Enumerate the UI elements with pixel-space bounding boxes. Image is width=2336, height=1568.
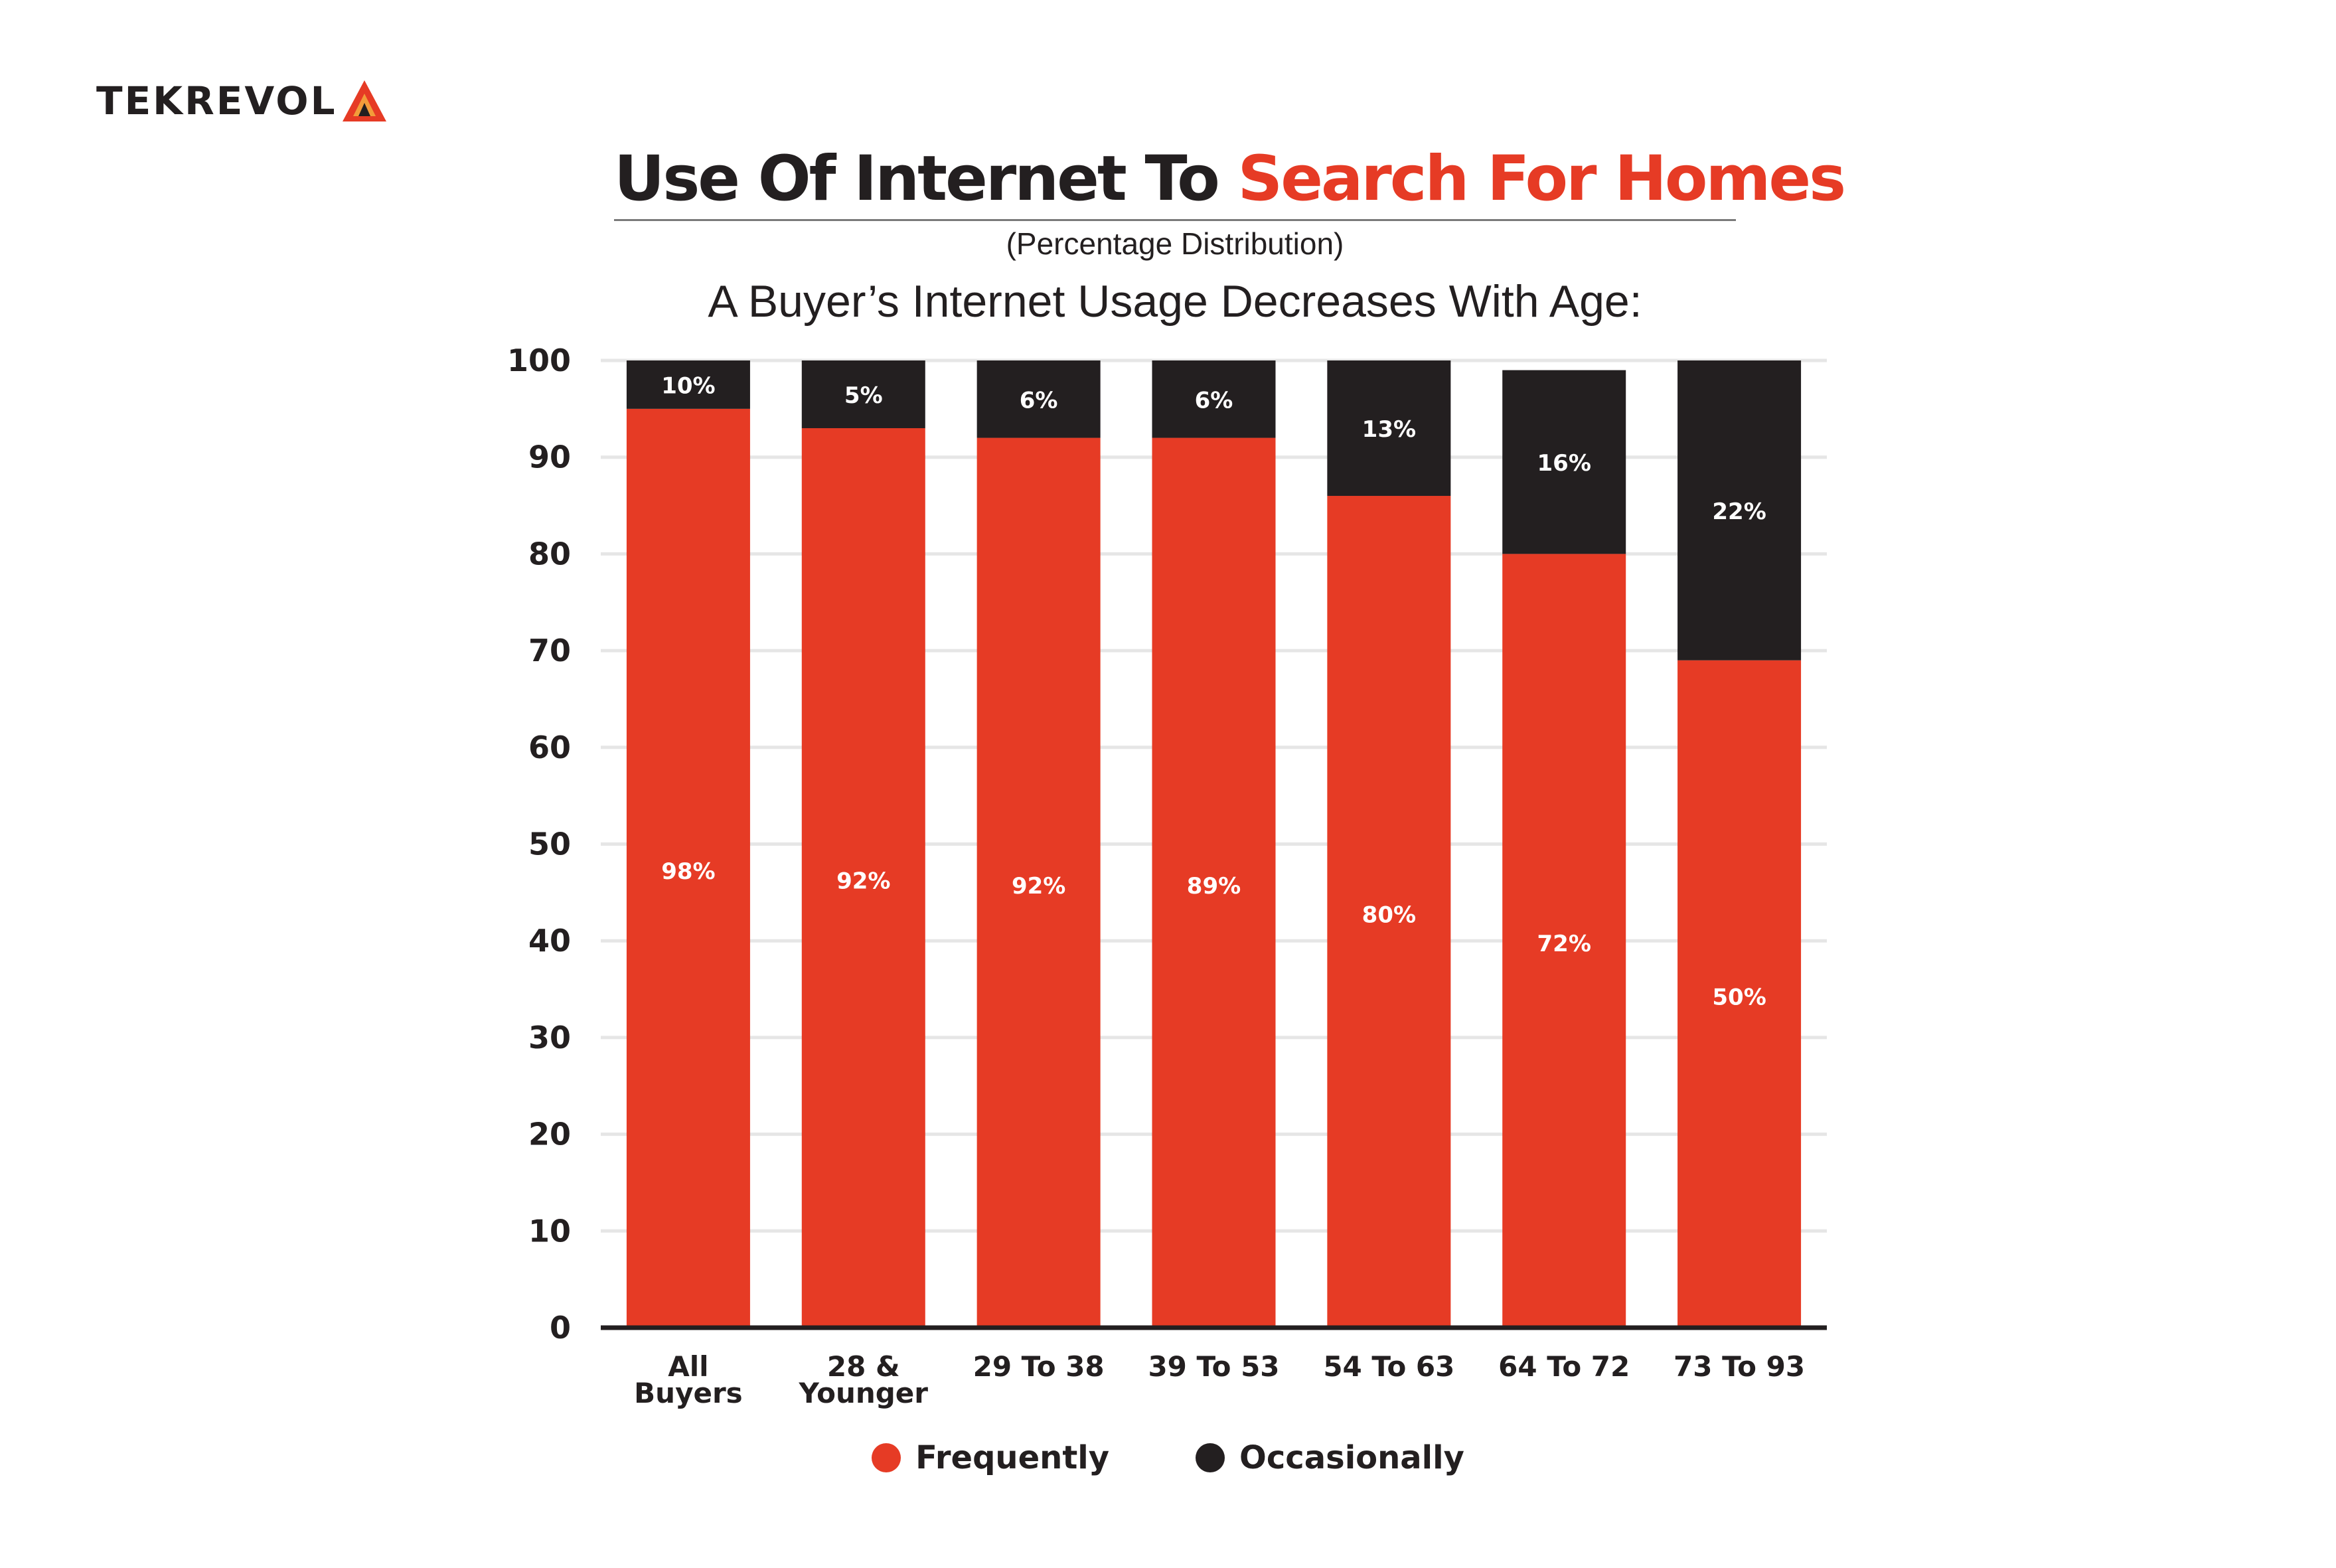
bar-frequently: [626, 408, 750, 1328]
chart-legend: Frequently Occasionally: [0, 1439, 2336, 1476]
legend-item-occasionally: Occasionally: [1196, 1439, 1464, 1476]
data-label-frequently: 92%: [1012, 873, 1065, 900]
bar-occasionally: [801, 360, 925, 428]
legend-item-frequently: Frequently: [872, 1439, 1109, 1476]
chart-headline: A Buyer’s Internet Usage Decreases With …: [708, 276, 1642, 327]
bar-frequently: [1502, 554, 1626, 1328]
y-tick-label: 20: [528, 1117, 571, 1152]
data-label-occasionally: 6%: [1195, 387, 1233, 414]
data-label-frequently: 50%: [1712, 984, 1766, 1010]
x-tick-label: 28 &: [827, 1350, 900, 1383]
x-tick-label: All: [668, 1350, 708, 1383]
triangle-logo-icon: [342, 80, 386, 121]
bar-occasionally: [976, 360, 1101, 438]
title-underline: [614, 219, 1736, 221]
brand-logo: TEKREVOL: [96, 78, 388, 123]
title-main: Use Of Internet To: [614, 143, 1238, 215]
x-tick-label: 54 To 63: [1323, 1350, 1454, 1383]
data-label-frequently: 72%: [1537, 931, 1591, 957]
y-tick-label: 80: [528, 536, 571, 572]
y-tick-label: 30: [528, 1020, 571, 1056]
brand-name: TEKREVOL: [96, 78, 337, 123]
x-tick-label: 29 To 38: [973, 1350, 1105, 1383]
data-label-frequently: 89%: [1187, 873, 1241, 900]
data-label-occasionally: 6%: [1020, 387, 1058, 414]
bar-frequently: [1152, 437, 1276, 1328]
data-label-occasionally: 16%: [1537, 450, 1591, 477]
data-label-frequently: 98%: [661, 858, 715, 885]
bar-frequently: [1327, 495, 1451, 1328]
y-tick-label: 40: [528, 923, 571, 959]
bar-frequently: [1677, 660, 1802, 1328]
data-label-occasionally: 10%: [661, 372, 715, 399]
y-tick-label: 60: [528, 730, 571, 765]
x-tick-label: Buyers: [634, 1377, 743, 1409]
y-tick-label: 10: [528, 1213, 571, 1249]
legend-swatch-frequently: [872, 1443, 901, 1472]
bar-occasionally: [1152, 360, 1276, 438]
bar-occasionally: [1502, 370, 1626, 554]
x-tick-label: 73 To 93: [1674, 1350, 1805, 1383]
x-tick-label: Younger: [799, 1377, 929, 1409]
y-tick-label: 100: [507, 343, 571, 378]
data-label-occasionally: 5%: [844, 382, 883, 409]
legend-label-occasionally: Occasionally: [1239, 1439, 1464, 1476]
bar-occasionally: [626, 360, 750, 409]
x-tick-label: 39 To 53: [1148, 1350, 1279, 1383]
legend-swatch-occasionally: [1196, 1443, 1225, 1472]
data-label-occasionally: 13%: [1362, 416, 1416, 443]
data-label-frequently: 80%: [1362, 902, 1416, 928]
bar-frequently: [976, 437, 1101, 1328]
chart-title: Use Of Internet To Search For Homes: [614, 139, 1846, 219]
bar-frequently: [801, 428, 925, 1328]
bar-occasionally: [1327, 360, 1451, 496]
data-label-occasionally: 22%: [1712, 499, 1766, 525]
y-tick-label: 70: [528, 633, 571, 668]
data-label-frequently: 92%: [836, 868, 890, 894]
chart-subtitle: (Percentage Distribution): [1006, 226, 1344, 261]
y-tick-label: 0: [550, 1310, 571, 1346]
bar-occasionally: [1677, 360, 1802, 661]
x-tick-label: 64 To 72: [1498, 1350, 1630, 1383]
y-tick-label: 50: [528, 826, 571, 862]
title-accent: Search For Homes: [1237, 143, 1847, 215]
y-tick-label: 90: [528, 439, 571, 475]
legend-label-frequently: Frequently: [915, 1439, 1110, 1476]
